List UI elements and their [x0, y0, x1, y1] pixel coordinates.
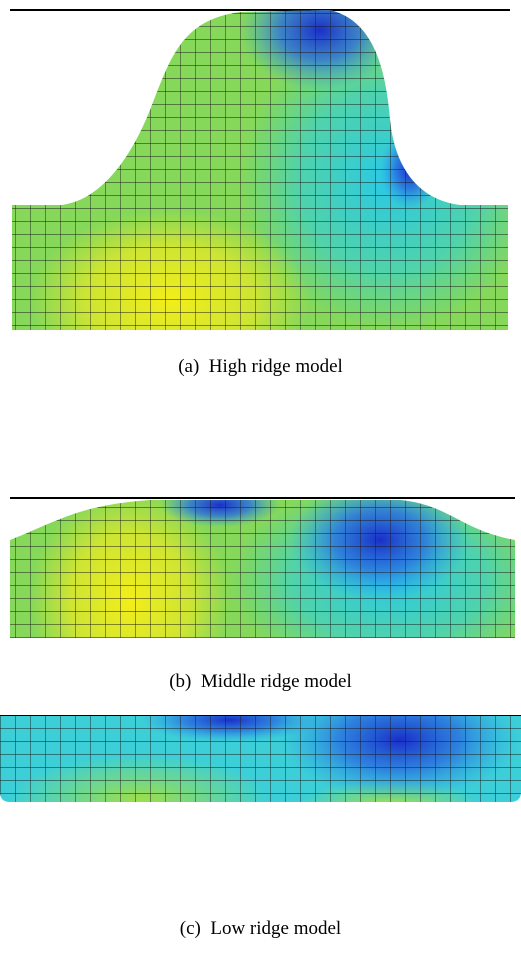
- caption: (c) Low ridge model: [0, 918, 521, 940]
- figure: [0, 0, 521, 953]
- caption: (b) Middle ridge model: [0, 671, 521, 693]
- mesh-plot: [0, 680, 521, 845]
- mesh-plot: [0, 0, 521, 390]
- caption: (a) High ridge model: [0, 356, 521, 378]
- figure-page: (a) High ridge model (b) Middle ridge mo…: [0, 0, 521, 953]
